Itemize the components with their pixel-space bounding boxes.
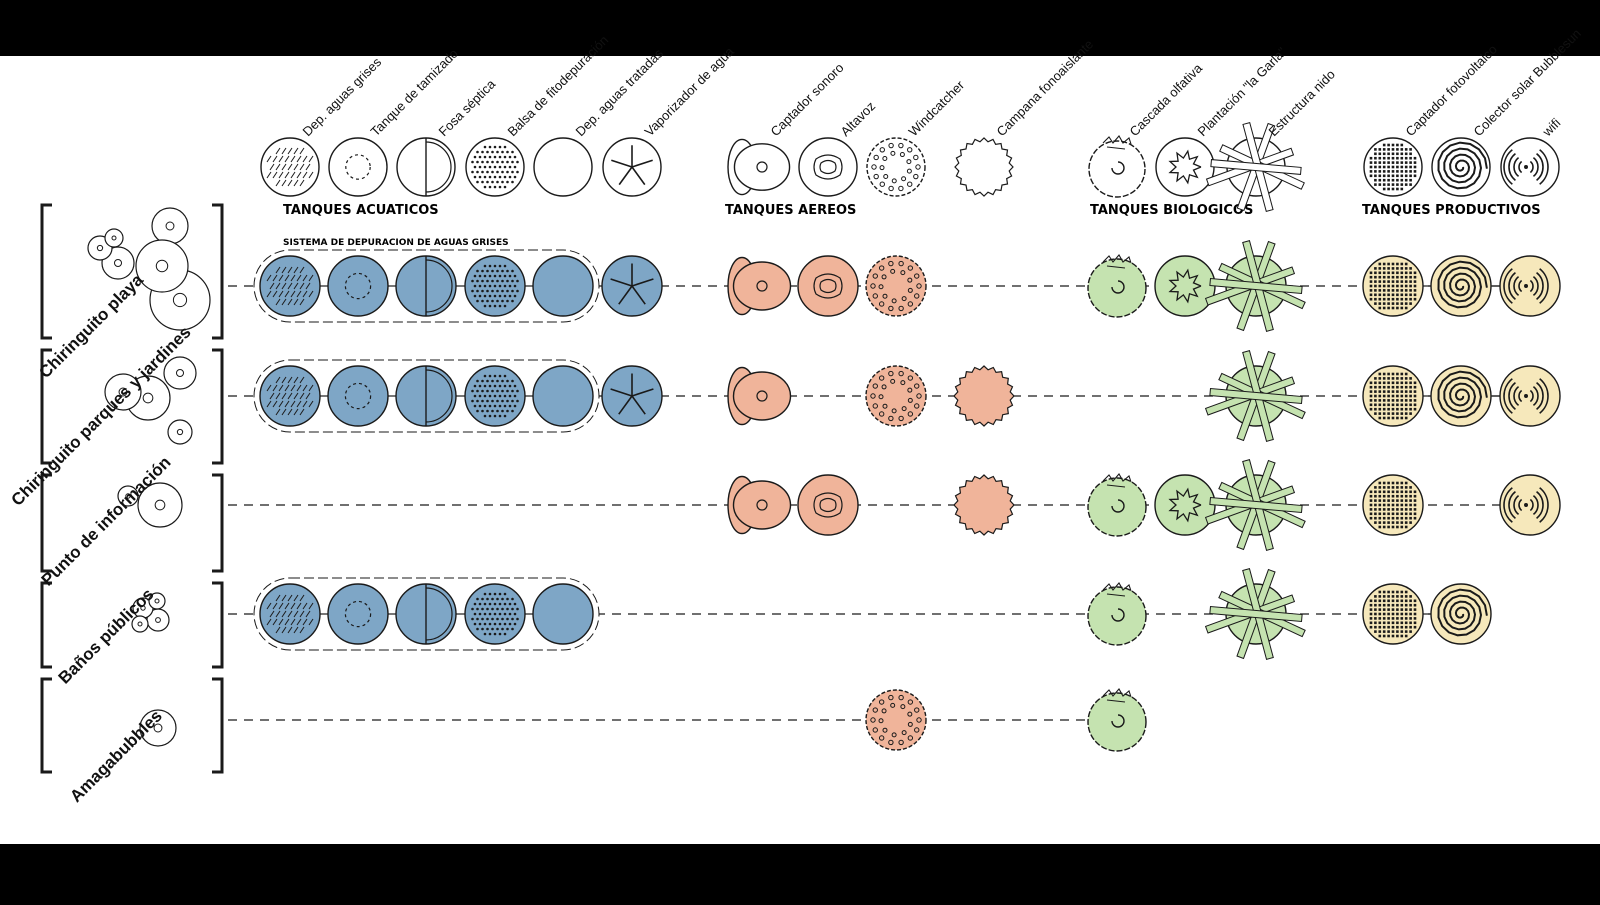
cascade-node-icon — [1087, 582, 1147, 646]
half-circle-node-icon — [395, 365, 457, 427]
network-row — [228, 459, 1561, 551]
star-circle-node-icon — [601, 255, 663, 317]
dotted-circle-node-icon — [464, 583, 526, 645]
dashed-ring-node-icon — [327, 365, 389, 427]
ear-node-icon — [727, 256, 792, 316]
amagabubbles-plan-icon — [139, 709, 177, 747]
nest-legend-icon — [1205, 122, 1305, 212]
wifi-legend-icon — [1500, 137, 1560, 197]
grid-circle-legend-icon — [1363, 137, 1423, 197]
dotted-circle-legend-icon — [465, 137, 525, 197]
serrated-circle-node-icon — [953, 474, 1015, 536]
network-row — [228, 688, 1147, 752]
grid-circle-node-icon — [1362, 474, 1424, 536]
wifi-node-icon — [1499, 365, 1561, 427]
speaker-legend-icon — [798, 137, 858, 197]
cascade-node-icon — [1087, 254, 1147, 318]
spiral-node-icon — [1430, 365, 1492, 427]
grid-circle-node-icon — [1362, 365, 1424, 427]
group-headers: TANQUES ACUATICOS TANQUES AEREOS TANQUES… — [283, 203, 1541, 248]
nest-node-icon — [1204, 350, 1306, 442]
serrated-circle-node-icon — [953, 365, 1015, 427]
star-circle-legend-icon — [602, 137, 662, 197]
plan-glyphs — [87, 207, 211, 747]
cascade-legend-icon — [1088, 135, 1146, 198]
grid-circle-node-icon — [1362, 255, 1424, 317]
ring-dots-legend-icon — [866, 137, 926, 197]
network-rows — [228, 240, 1561, 752]
dotted-circle-node-icon — [464, 365, 526, 427]
row-bracket — [40, 348, 224, 465]
hatched-circle-node-icon — [259, 365, 321, 427]
ring-dots-node-icon — [865, 255, 927, 317]
ear-node-icon — [727, 366, 792, 426]
wifi-node-icon — [1499, 255, 1561, 317]
network-row — [228, 568, 1492, 660]
hatched-circle-node-icon — [259, 255, 321, 317]
spiral-node-icon — [1430, 255, 1492, 317]
wifi-node-icon — [1499, 474, 1561, 536]
plain-circle-legend-icon — [533, 137, 593, 197]
ear-legend-icon — [727, 138, 791, 196]
bottom-black-band — [0, 844, 1600, 900]
dashed-ring-node-icon — [327, 255, 389, 317]
half-circle-node-icon — [395, 583, 457, 645]
grid-circle-node-icon — [1362, 583, 1424, 645]
cascade-node-icon — [1087, 688, 1147, 752]
group-title-biologicos: TANQUES BIOLOGICOS — [1090, 203, 1253, 218]
group-title-aereos: TANQUES AEREOS — [725, 203, 856, 218]
cascade-node-icon — [1087, 473, 1147, 537]
row-bracket — [40, 473, 224, 573]
nest-node-icon — [1204, 240, 1306, 332]
plant-node-icon — [1154, 474, 1216, 536]
star-circle-node-icon — [601, 365, 663, 427]
plain-circle-node-icon — [532, 365, 594, 427]
plant-legend-icon — [1155, 137, 1215, 197]
punto-informacion-plan-icon — [117, 482, 183, 528]
chiringuito-playa-plan-icon — [87, 207, 211, 331]
nest-node-icon — [1204, 568, 1306, 660]
speaker-node-icon — [797, 255, 859, 317]
plain-circle-node-icon — [532, 583, 594, 645]
diagram-background — [0, 56, 1600, 844]
spiral-legend-icon — [1431, 137, 1491, 197]
subsystem-label: SISTEMA DE DEPURACION DE AGUAS GRISES — [283, 238, 509, 248]
group-title-acuaticos: TANQUES ACUATICOS — [283, 203, 439, 218]
half-circle-legend-icon — [396, 137, 456, 197]
nest-node-icon — [1204, 459, 1306, 551]
ear-node-icon — [727, 475, 792, 535]
row-bracket — [40, 581, 224, 669]
spiral-node-icon — [1430, 583, 1492, 645]
half-circle-node-icon — [395, 255, 457, 317]
dashed-ring-node-icon — [327, 583, 389, 645]
row-bracket — [40, 677, 224, 774]
hatched-circle-legend-icon — [260, 137, 320, 197]
ring-dots-node-icon — [865, 365, 927, 427]
banos-publicos-plan-icon — [131, 592, 170, 633]
row-brackets — [40, 203, 224, 774]
plain-circle-node-icon — [532, 255, 594, 317]
row-bracket — [40, 203, 224, 340]
dashed-ring-legend-icon — [328, 137, 388, 197]
hatched-circle-node-icon — [259, 583, 321, 645]
dotted-circle-node-icon — [464, 255, 526, 317]
top-black-band — [0, 0, 1600, 56]
network-row — [228, 350, 1561, 442]
group-title-productivos: TANQUES PRODUCTIVOS — [1362, 203, 1541, 218]
network-row — [228, 240, 1561, 332]
serrated-circle-legend-icon — [954, 137, 1014, 197]
ring-dots-node-icon — [865, 689, 927, 751]
chiringuito-parques-plan-icon — [104, 356, 197, 445]
speaker-node-icon — [797, 474, 859, 536]
plant-node-icon — [1154, 255, 1216, 317]
